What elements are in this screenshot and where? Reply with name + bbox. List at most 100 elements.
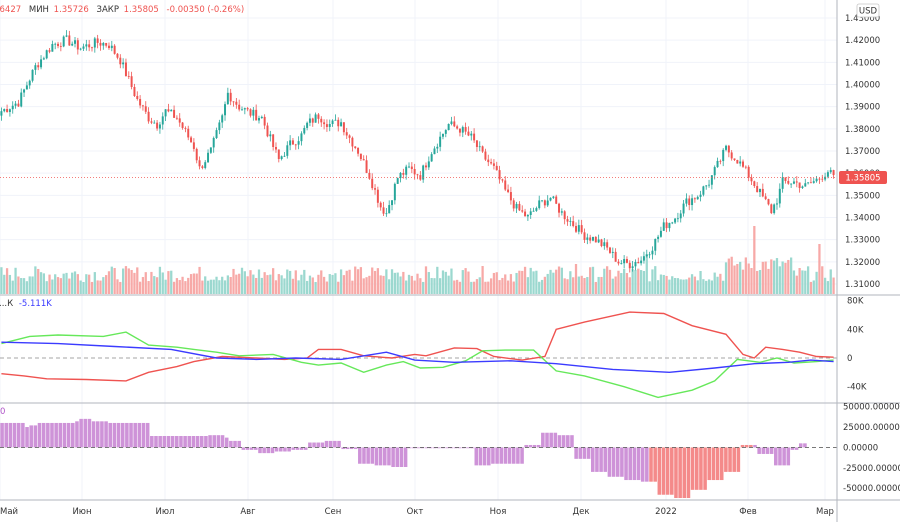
volume-bar <box>96 280 99 294</box>
volume-bar <box>65 272 68 294</box>
candle <box>730 152 733 159</box>
hist-bar <box>91 421 96 448</box>
candle <box>558 203 561 213</box>
candle <box>733 158 736 160</box>
cot-axis[interactable]: 80K 40K 0 -40K <box>847 297 867 393</box>
candle <box>764 196 767 200</box>
volume-bar <box>690 274 694 294</box>
candle <box>266 125 269 137</box>
hist-bar <box>524 444 528 448</box>
hist-bar <box>665 447 670 495</box>
hist-bar <box>478 447 483 466</box>
hist-bar <box>520 447 524 464</box>
histogram-axis[interactable]: 50000.00000 25000.00000 0.00000 -25000.0000… <box>843 403 900 495</box>
candle <box>829 170 832 173</box>
volume-bars <box>0 226 835 294</box>
candle <box>391 200 394 206</box>
volume-bar <box>688 277 691 294</box>
volume-bar <box>337 281 340 294</box>
volume-bar <box>274 280 278 294</box>
volume-bar <box>161 272 164 294</box>
candle <box>399 173 402 179</box>
hist-bar <box>37 422 42 448</box>
volume-bar <box>385 269 388 294</box>
volume-bar <box>195 273 198 294</box>
volume-bar <box>563 278 566 294</box>
hist-bar <box>187 436 192 448</box>
candle <box>467 131 470 136</box>
candle <box>682 203 685 214</box>
volume-bar <box>699 271 702 294</box>
currency-badge[interactable]: USD <box>856 3 880 18</box>
volume-bar <box>750 268 753 294</box>
candle <box>662 222 665 231</box>
candle <box>549 197 552 201</box>
candle <box>139 98 142 106</box>
price-tick-label: 1.32000 <box>845 258 880 268</box>
candle <box>354 146 357 149</box>
volume-bar <box>376 268 380 294</box>
candle <box>71 43 74 46</box>
volume-bar <box>600 276 603 294</box>
volume-bar <box>736 263 739 294</box>
time-tick-label: Ноя <box>490 507 507 517</box>
candle <box>235 101 238 105</box>
candle <box>82 46 85 49</box>
hist-bar <box>158 436 162 448</box>
candle <box>447 123 450 131</box>
hist-bar <box>798 443 803 448</box>
candle <box>413 169 416 175</box>
volume-bar <box>767 268 770 294</box>
candle <box>577 225 580 232</box>
hist-bar <box>574 447 578 459</box>
candle <box>659 230 662 237</box>
volume-bar <box>702 279 705 294</box>
candle <box>504 180 507 190</box>
candle <box>272 134 275 148</box>
candle <box>436 146 439 149</box>
volume-bar <box>201 280 204 294</box>
volume-bar <box>325 281 329 294</box>
candle <box>524 211 527 217</box>
volume-bar <box>574 264 578 294</box>
volume-bar <box>238 273 241 294</box>
volume-bar <box>707 279 711 294</box>
hist-bar <box>0 422 4 448</box>
volume-bar <box>572 277 575 294</box>
volume-bar <box>124 266 128 294</box>
hist-bar <box>303 447 308 450</box>
candle <box>201 166 204 168</box>
candle <box>328 124 331 127</box>
volume-bar <box>416 273 419 294</box>
volume-bar <box>178 280 181 294</box>
volume-bar <box>348 269 351 294</box>
volume-bar <box>676 278 680 294</box>
candle <box>376 189 379 203</box>
candle <box>212 138 215 148</box>
candle <box>481 146 484 152</box>
candle <box>14 103 17 106</box>
candle <box>501 179 504 181</box>
volume-bar <box>577 276 580 294</box>
hist-bar <box>137 422 142 448</box>
candle <box>739 161 742 164</box>
hist-bar <box>383 447 387 466</box>
hist-bar <box>495 447 499 464</box>
candle <box>631 266 634 269</box>
volume-bar <box>294 270 297 294</box>
candle <box>42 58 45 60</box>
candle <box>441 133 444 137</box>
candle <box>521 210 524 212</box>
candle <box>614 251 617 262</box>
net-position-histogram <box>0 418 837 498</box>
volume-bar <box>733 265 736 294</box>
candle <box>215 130 218 139</box>
candle <box>280 156 283 159</box>
hist-bar <box>208 435 212 448</box>
hist-bar <box>71 422 75 448</box>
volume-bar <box>716 276 719 294</box>
volume-bar <box>523 266 527 294</box>
time-axis[interactable]: Май Июн Июл Авг Сен Окт Ноя Дек 2022 Фев Мар <box>0 507 834 517</box>
time-tick-label: Мар <box>816 507 834 517</box>
candle <box>812 181 815 183</box>
